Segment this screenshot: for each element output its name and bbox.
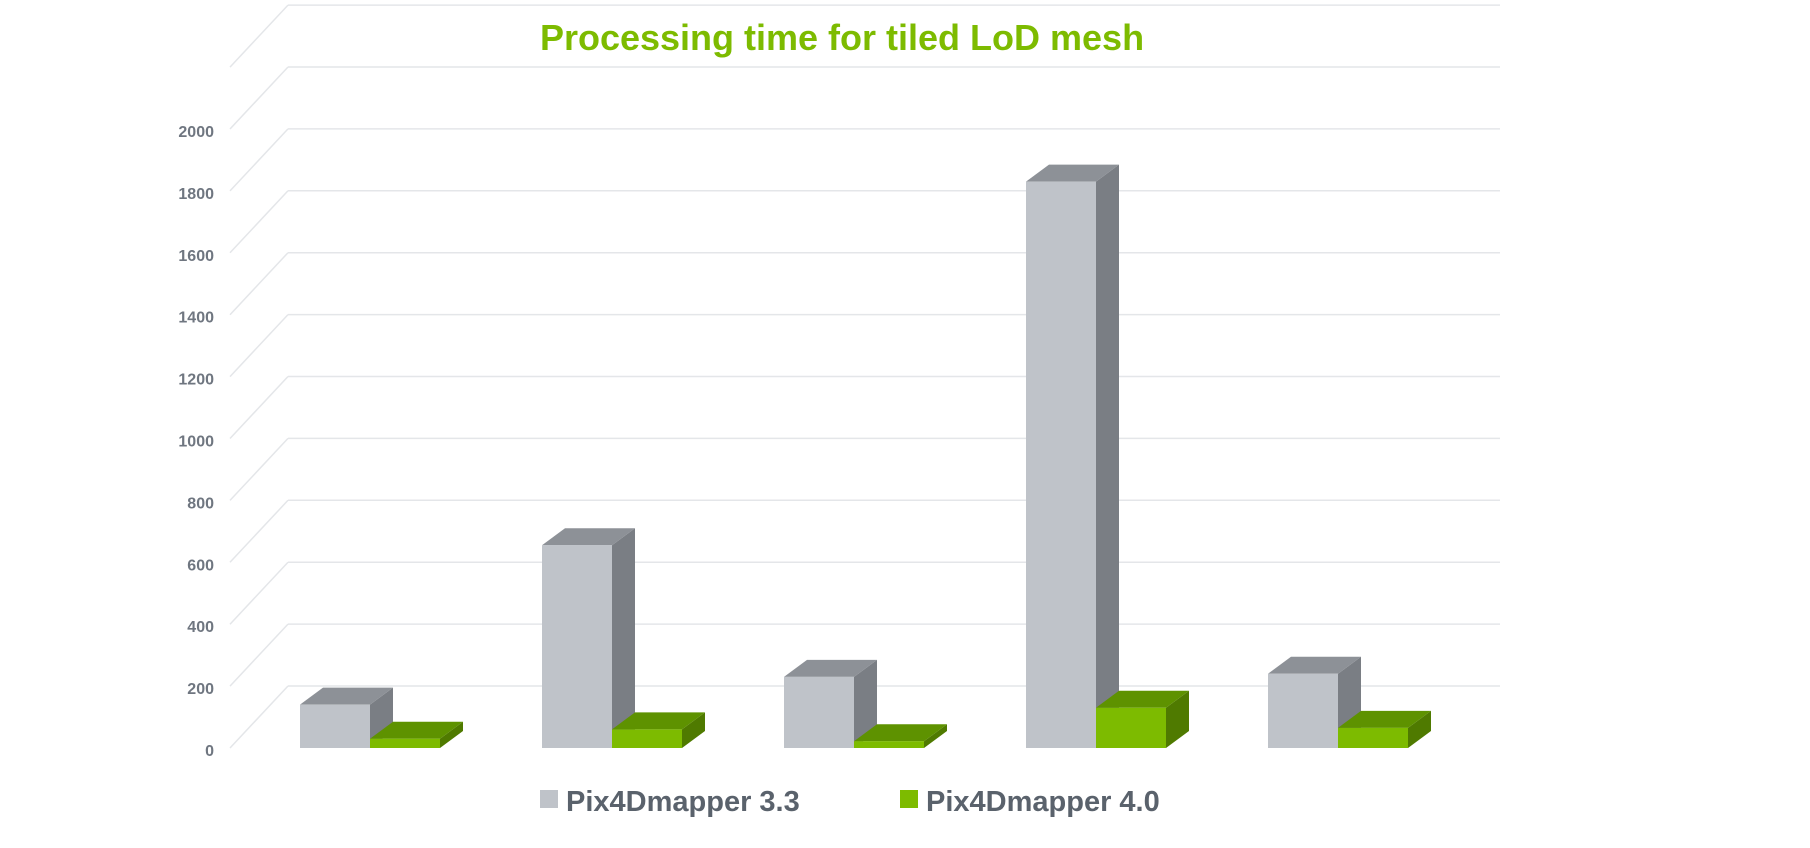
bar-front [542,545,612,748]
gridline-diagonal [229,66,289,130]
bar-top [300,687,393,705]
gridline-diagonal [229,252,289,316]
bar-side [440,721,463,748]
gridlines [229,4,1500,749]
bar [854,724,947,748]
bar-front [1026,181,1096,749]
bar [1096,690,1189,748]
legend-label-pix4dmapper-4-0: Pix4Dmapper 4.0 [926,786,1160,818]
y-tick-label: 1200 [178,372,214,389]
y-tick-label: 600 [187,557,214,574]
bar-front [1096,707,1166,748]
bar-front [1268,673,1338,748]
bar-side [1096,164,1119,749]
bar-side [1408,710,1431,748]
gridline-diagonal [229,685,289,749]
legend: Pix4Dmapper 3.3 Pix4Dmapper 4.0 [540,786,1160,818]
y-tick-label: 400 [187,619,214,636]
bar [784,659,877,748]
bar-top [1338,710,1431,728]
bar-front [784,676,854,748]
bar-front [854,741,924,748]
bar-top [784,659,877,677]
gridline-diagonal [229,128,289,192]
bar-side [854,659,877,748]
bars [300,164,1431,749]
bar-top [1096,690,1189,708]
bar-top [370,721,463,739]
bar-top [542,528,635,546]
bar [612,712,705,748]
bar [370,721,463,748]
bar-top [1268,656,1361,674]
bar [1026,164,1119,749]
y-tick-label: 0 [205,743,214,760]
bar-front [300,704,370,748]
gridline-diagonal [229,561,289,625]
bar-top [854,724,947,742]
gridline-diagonal [229,190,289,254]
legend-swatch-pix4dmapper-4-0 [900,790,918,808]
gridline-diagonal [229,623,289,687]
bar-side [682,712,705,748]
bar-side [612,528,635,748]
gridline-diagonal [229,375,289,440]
y-tick-label: 1800 [178,186,214,203]
bar-side [1166,690,1189,748]
bar-front [1338,727,1408,748]
y-tick-label: 200 [187,681,214,698]
y-tick-label: 2000 [178,124,214,141]
y-tick-label: 800 [187,495,214,512]
bar [1338,710,1431,748]
legend-swatch-pix4dmapper-3-3 [540,790,558,808]
bar-side [924,724,947,748]
y-axis-ticks: 0 200 400 600 800 1000 1200 1400 1600 1800 2000 [178,124,214,760]
gridline-diagonal [229,499,289,563]
bar-top [612,712,705,730]
chart-title: Processing time for tiled LoD mesh [540,17,1144,58]
gridline-diagonal [229,4,289,68]
y-tick-label: 1600 [178,248,214,265]
legend-label-pix4dmapper-3-3: Pix4Dmapper 3.3 [566,786,800,818]
gridline-diagonal [229,314,289,378]
bar-front [370,738,440,748]
bar [542,528,635,748]
y-tick-label: 1000 [178,434,214,451]
bar-front [612,729,682,748]
gridline-diagonal [229,437,289,501]
y-tick-label: 1400 [178,310,214,327]
bar-top [1026,164,1119,182]
